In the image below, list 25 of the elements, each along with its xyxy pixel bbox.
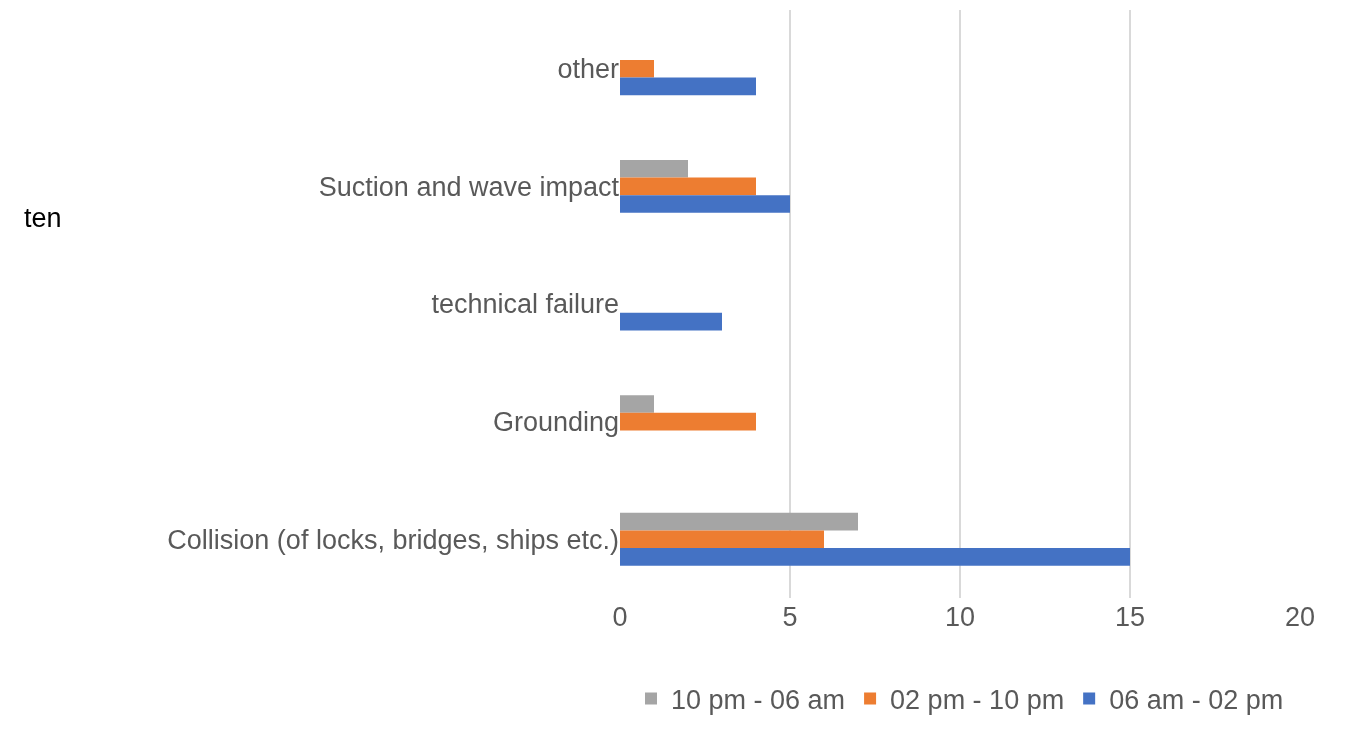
bar	[620, 312, 722, 331]
x-tick-label: 0	[612, 602, 628, 632]
bar	[620, 548, 1130, 566]
y-tick-label: Grounding	[492, 407, 619, 438]
x-tick-label: 15	[1114, 602, 1146, 632]
y-tick-label: Collision (of locks, bridges, ships etc.)	[167, 524, 619, 555]
bar	[620, 195, 790, 213]
legend-label: 10 pm - 06 am	[671, 685, 846, 716]
y-tick-label: Suction and wave impact	[318, 171, 620, 202]
bar	[620, 412, 756, 431]
bar	[620, 395, 654, 413]
text: ten	[24, 203, 62, 233]
y-tick-label: other	[557, 54, 619, 85]
bar	[620, 77, 756, 96]
y-tick-label: technical failure	[431, 289, 619, 320]
bar	[620, 177, 756, 196]
bar	[620, 159, 688, 178]
x-tick-label: 10	[944, 602, 976, 632]
legend-label: 02 pm - 10 pm	[890, 685, 1065, 716]
legend-label: 06 am - 02 pm	[1109, 685, 1284, 716]
bar	[620, 530, 824, 549]
x-tick-label: 5	[782, 602, 798, 632]
bar	[620, 59, 654, 78]
bar	[620, 512, 858, 531]
x-tick-label: 20	[1284, 602, 1316, 632]
